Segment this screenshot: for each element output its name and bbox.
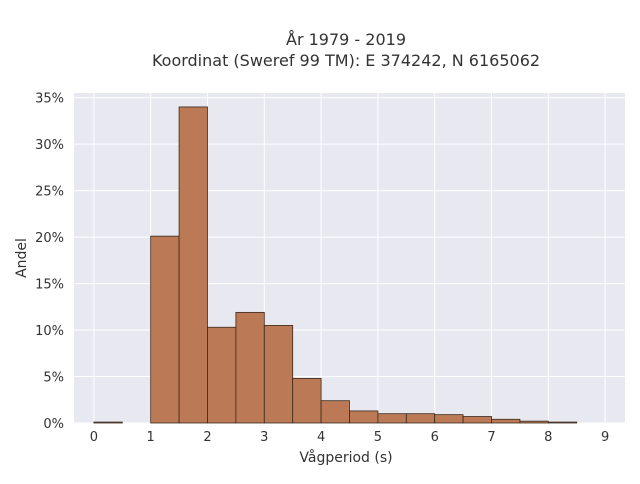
histogram-bar [263,324,294,424]
histogram-bar [292,377,322,424]
histogram-bar [519,420,549,424]
histogram-bar [207,326,237,424]
x-tick-label: 2 [203,430,211,445]
histogram-bar [434,414,464,424]
histogram-bar [150,235,180,424]
x-tick-label: 1 [147,430,155,445]
histogram-bar [93,421,123,424]
y-tick-label: 5% [43,371,64,386]
histogram-bar [377,413,407,424]
histogram-bar [405,413,436,424]
histogram-bar [235,311,265,424]
bars [93,106,578,424]
x-tick-label: 6 [431,430,439,445]
histogram-bar [178,106,208,424]
histogram-bar [349,410,379,424]
x-tick-label: 7 [487,430,495,445]
x-tick-labels: 0 1 2 3 4 5 6 7 8 9 [90,430,610,445]
histogram-bar [320,400,350,424]
y-tick-label: 0% [43,417,64,432]
chart-title-line2: Koordinat (Sweref 99 TM): E 374242, N 61… [152,51,540,70]
x-tick-label: 0 [90,430,98,445]
x-tick-label: 4 [317,430,325,445]
histogram-bar [547,421,578,424]
y-tick-label: 30% [35,138,64,153]
x-tick-label: 9 [601,430,609,445]
x-tick-label: 3 [260,430,268,445]
x-tick-label: 5 [374,430,382,445]
x-tick-label: 8 [544,430,552,445]
histogram-bar [462,416,492,424]
y-axis-label: Andel [14,238,30,278]
y-tick-label: 15% [35,278,64,293]
y-tick-label: 25% [35,185,64,200]
histogram-bar [491,418,521,424]
chart-title-line1: År 1979 - 2019 [286,30,406,49]
y-tick-label: 10% [35,324,64,339]
y-tick-label: 20% [35,231,64,246]
y-tick-label: 35% [35,92,64,107]
x-axis-label: Vågperiod (s) [299,449,392,466]
y-tick-labels: 0% 5% 10% 15% 20% 25% 30% 35% [35,92,64,432]
